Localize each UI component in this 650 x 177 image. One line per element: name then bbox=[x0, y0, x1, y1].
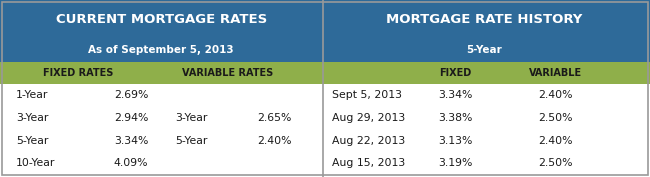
Text: FIXED: FIXED bbox=[439, 68, 471, 78]
Text: CURRENT MORTGAGE RATES: CURRENT MORTGAGE RATES bbox=[55, 13, 266, 25]
Text: 10-Year: 10-Year bbox=[16, 158, 56, 168]
Text: 2.94%: 2.94% bbox=[114, 113, 148, 123]
Text: 3.34%: 3.34% bbox=[438, 90, 472, 100]
Bar bbox=[323, 84, 650, 177]
Text: Aug 29, 2013: Aug 29, 2013 bbox=[332, 113, 405, 123]
Text: 5-Year: 5-Year bbox=[467, 45, 502, 55]
Text: 3-Year: 3-Year bbox=[16, 113, 49, 123]
Text: Aug 22, 2013: Aug 22, 2013 bbox=[332, 136, 405, 146]
Text: 2.40%: 2.40% bbox=[538, 90, 573, 100]
Text: 2.40%: 2.40% bbox=[538, 136, 573, 146]
Text: 3.38%: 3.38% bbox=[438, 113, 472, 123]
Text: 3-Year: 3-Year bbox=[176, 113, 208, 123]
Bar bbox=[0, 84, 323, 177]
Bar bbox=[0, 62, 323, 84]
Text: 2.50%: 2.50% bbox=[538, 158, 573, 168]
Text: 2.40%: 2.40% bbox=[257, 136, 291, 146]
Bar bbox=[323, 0, 650, 38]
Bar bbox=[323, 62, 650, 84]
Text: As of September 5, 2013: As of September 5, 2013 bbox=[88, 45, 234, 55]
Text: 2.65%: 2.65% bbox=[257, 113, 291, 123]
Text: VARIABLE RATES: VARIABLE RATES bbox=[182, 68, 273, 78]
Text: 3.13%: 3.13% bbox=[438, 136, 472, 146]
Text: Aug 15, 2013: Aug 15, 2013 bbox=[332, 158, 405, 168]
Text: 2.69%: 2.69% bbox=[114, 90, 148, 100]
Text: 5-Year: 5-Year bbox=[176, 136, 208, 146]
Text: 1-Year: 1-Year bbox=[16, 90, 49, 100]
Text: 2.50%: 2.50% bbox=[538, 113, 573, 123]
Text: VARIABLE: VARIABLE bbox=[529, 68, 582, 78]
Text: Sept 5, 2013: Sept 5, 2013 bbox=[332, 90, 402, 100]
Text: 3.19%: 3.19% bbox=[438, 158, 472, 168]
Text: MORTGAGE RATE HISTORY: MORTGAGE RATE HISTORY bbox=[386, 13, 582, 25]
Text: 3.34%: 3.34% bbox=[114, 136, 148, 146]
Bar bbox=[0, 38, 323, 62]
Bar bbox=[0, 0, 323, 38]
Text: 5-Year: 5-Year bbox=[16, 136, 49, 146]
Bar bbox=[323, 38, 650, 62]
Text: FIXED RATES: FIXED RATES bbox=[43, 68, 113, 78]
Text: 4.09%: 4.09% bbox=[114, 158, 148, 168]
